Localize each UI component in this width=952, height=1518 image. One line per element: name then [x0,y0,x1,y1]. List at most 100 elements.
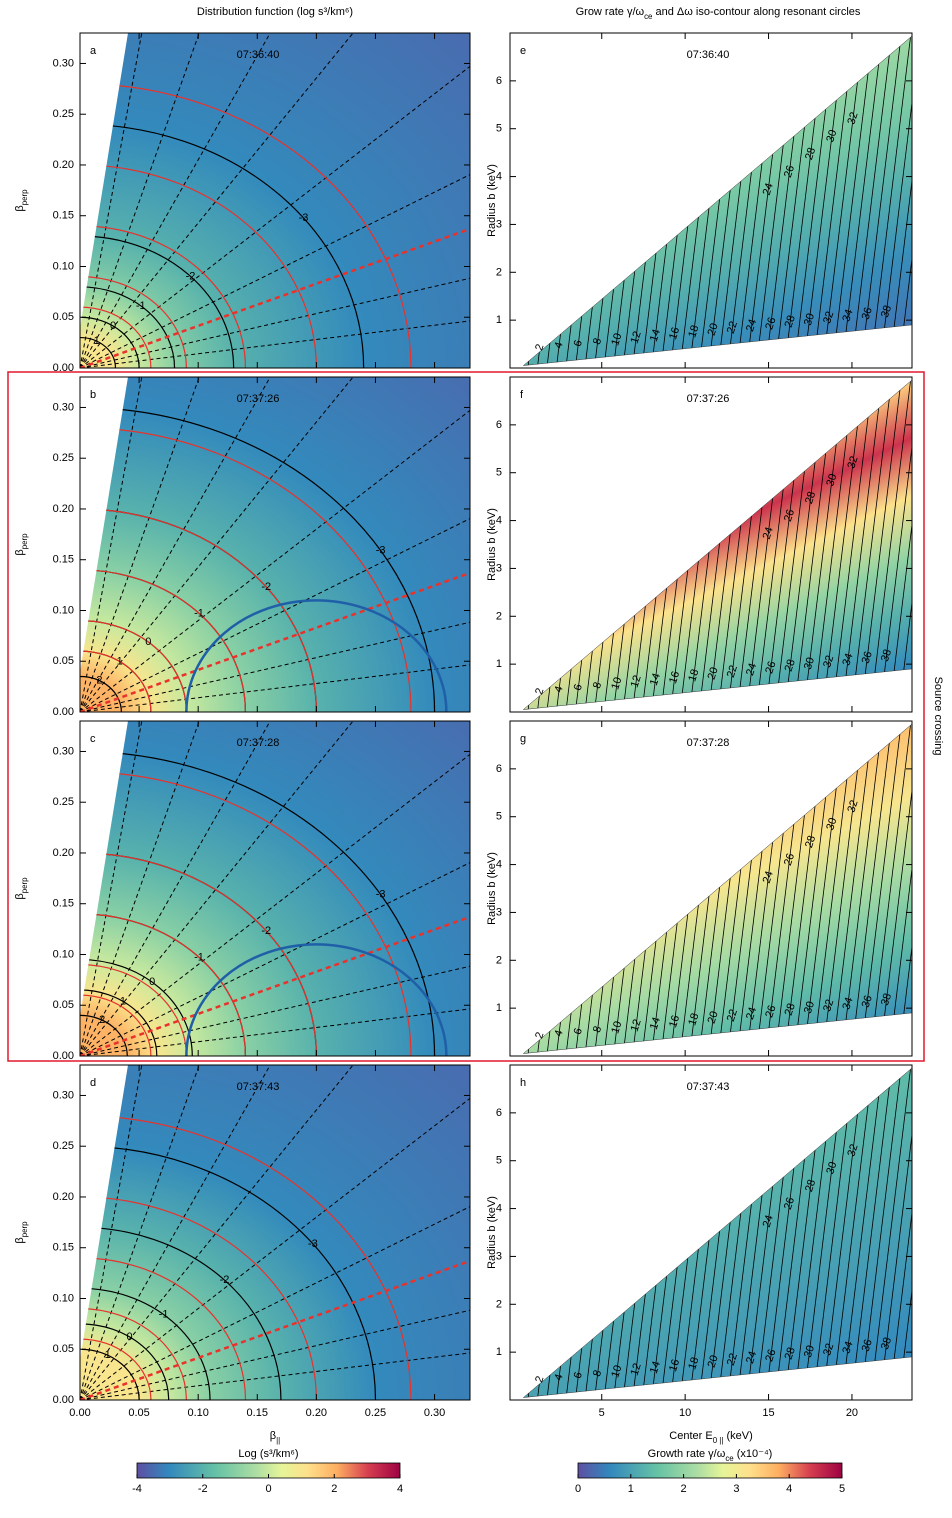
iso-contour-line [898,36,912,366]
panel-time: 07:37:43 [237,1081,280,1093]
panel-time: 07:37:28 [687,737,730,749]
iso-contour-line [536,724,579,1054]
contour-label: -3 [376,889,386,901]
iso-label: 12 [629,1362,644,1377]
panel-a: 10 -1 -2 -3 [80,33,470,368]
contour-line [80,316,140,368]
iso-label: 26 [782,164,797,179]
iso-contour-line [860,1068,902,1398]
iso-contour-line [527,380,570,710]
y-tick-label: 0.00 [53,362,74,374]
y-axis-label-part: β [14,549,26,555]
iso-label: 12 [629,330,644,345]
y-tick-label: 4 [496,515,502,527]
colorbar [577,1462,843,1479]
iso-contour-line [879,1068,912,1398]
iso-contour-line [907,380,912,710]
iso-contour-line [888,36,912,366]
pitch-angle-line [80,33,420,368]
x-axis-label: β|| [270,1430,280,1445]
iso-label: 26 [782,852,797,867]
panel-frame [509,720,913,1057]
y-tick-label: 4 [496,1203,502,1215]
iso-contour-line [841,36,883,366]
y-tick-label: 0.30 [53,401,74,413]
y-tick-label: 0.15 [53,554,74,566]
panel-time: 07:37:26 [237,393,280,405]
iso-label: 16 [667,326,682,341]
y-tick-label: 0.20 [53,159,74,171]
x-tick-label: 20 [846,1407,858,1419]
panel-frame [79,376,471,713]
contour-label: 1 [105,1349,111,1361]
contour-label: -2 [261,581,271,593]
colorbar-tick-label: 2 [331,1483,337,1495]
iso-label: 10 [609,1364,624,1379]
y-axis-label: βperp [14,1221,29,1244]
y-tick-label: 0.10 [53,604,74,616]
iso-contour-line [869,36,912,366]
iso-contour-line [831,380,874,710]
iso-label: 32 [821,998,836,1013]
y-tick-label: 6 [496,1107,502,1119]
iso-label: 2 [533,1031,546,1041]
x-tick-label: 5 [599,1407,605,1419]
y-tick-label: 3 [496,218,502,230]
pitch-angle-line [80,721,254,1056]
contour-line [80,123,365,368]
colorbar-label: Growth rate γ/ωce (x10⁻⁴) [648,1448,773,1463]
iso-label: 28 [783,1346,798,1361]
iso-contour-line [536,36,579,366]
contour-label: -2 [186,270,196,282]
y-tick-label: 0.00 [53,1050,74,1062]
y-axis-label: Radius b (keV) [486,164,498,237]
colorbar-label-part: Growth rate γ/ω [648,1448,726,1460]
contour-label: -1 [194,951,204,963]
y-axis-label-part: β [14,893,26,899]
iso-label: 38 [879,304,894,319]
column-title: Grow rate γ/ωce and Δω iso-contour along… [576,6,861,21]
y-tick-label: 0.30 [53,1089,74,1101]
y-tick-label: 0.10 [53,260,74,272]
iso-contour-line [822,380,864,710]
colorbar-tick-label: 2 [681,1483,687,1495]
iso-label: 30 [824,472,839,487]
y-tick-label: 1 [496,314,502,326]
distribution-field [80,1065,470,1400]
pitch-angle-line [80,721,173,1056]
pitch-angle-line [80,984,470,1056]
red-dashed-line [80,571,470,712]
y-axis-label: βperp [14,533,29,556]
iso-contour-line [850,1068,893,1398]
iso-label: 2 [533,687,546,697]
contour-line [80,958,193,1056]
y-tick-label: 5 [496,811,502,823]
iso-label: 26 [763,660,778,675]
contour-label: 0 [110,320,116,332]
red-dashed-line [80,227,470,368]
resonance-circle [80,1115,412,1400]
iso-label: 20 [706,322,721,337]
iso-label: 24 [761,182,776,197]
iso-contour-line [822,1068,864,1398]
panel-letter: a [90,45,97,57]
iso-label: 24 [744,318,759,333]
contour-label: 1 [117,656,123,668]
iso-label: 28 [803,1178,818,1193]
iso-contour-line [879,36,912,366]
y-tick-label: 0.05 [53,655,74,667]
resonance-circle [80,508,317,712]
iso-contour-line [918,377,952,712]
iso-label: 26 [782,1196,797,1211]
pitch-angle-line [80,377,173,712]
iso-contour-line [841,1068,883,1398]
iso-label: 32 [845,455,860,470]
contour-line [80,336,117,368]
panel-frame [79,1064,471,1401]
y-tick-label: 1 [496,1002,502,1014]
y-tick-label: 2 [496,610,502,622]
y-tick-label: 0.10 [53,1292,74,1304]
iso-contour-line [831,1068,874,1398]
y-tick-label: 5 [496,1155,502,1167]
iso-contour-line [898,724,912,1054]
